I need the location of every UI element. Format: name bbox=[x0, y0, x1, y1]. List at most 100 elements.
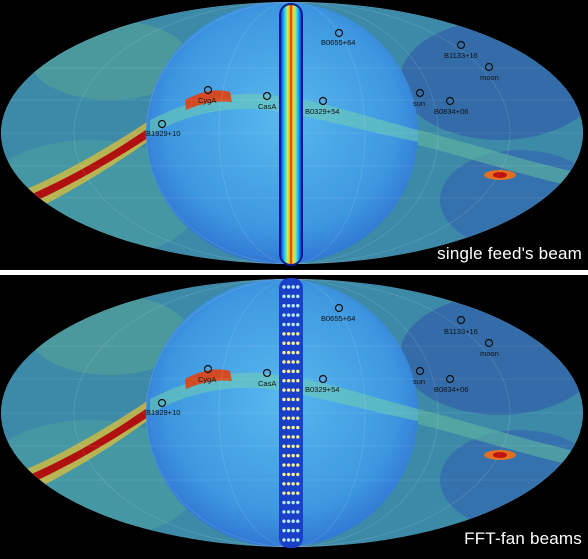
fan-beam-dot bbox=[296, 425, 300, 430]
source-label: B1929+10 bbox=[146, 129, 180, 138]
fan-beam-dot bbox=[286, 538, 291, 542]
source-label: B0329+54 bbox=[305, 385, 339, 394]
fan-beam-dot bbox=[286, 463, 291, 467]
fan-beam-dot bbox=[286, 416, 291, 420]
panel-caption: single feed's beam bbox=[437, 244, 582, 263]
fan-beam-dot bbox=[282, 285, 286, 289]
fan-beam-dot bbox=[296, 341, 300, 345]
fan-beam-dot bbox=[286, 350, 291, 355]
fan-beam-dot bbox=[286, 453, 291, 458]
fan-beam-dot bbox=[282, 388, 286, 392]
fan-beam-dot bbox=[282, 322, 286, 327]
fan-beam-dot bbox=[282, 407, 286, 411]
source-marker bbox=[334, 303, 344, 313]
fan-beam-dot bbox=[286, 397, 291, 402]
source-label: CygA bbox=[198, 96, 216, 105]
source-label: CasA bbox=[258, 379, 276, 388]
source-label: B0655+64 bbox=[321, 314, 355, 323]
fan-beam-dot bbox=[282, 350, 286, 355]
fan-beam-dot bbox=[296, 285, 300, 289]
fan-beam-dot bbox=[291, 397, 295, 402]
source-label: sun bbox=[413, 99, 425, 108]
fan-beam-dot bbox=[286, 332, 291, 336]
source-marker bbox=[262, 91, 272, 101]
fan-beam-dot bbox=[282, 538, 286, 542]
fan-beam-dot bbox=[282, 510, 286, 514]
fan-beam-dot bbox=[286, 285, 291, 289]
source-label: B0834+06 bbox=[434, 385, 468, 394]
panel-caption: FFT-fan beams bbox=[464, 529, 582, 548]
source-marker bbox=[203, 364, 213, 374]
source-marker bbox=[157, 119, 167, 129]
fan-beam-dot bbox=[296, 491, 300, 495]
fan-beam-dot bbox=[282, 341, 286, 345]
source-label: CasA bbox=[258, 102, 276, 111]
fan-beam-dot bbox=[296, 388, 300, 392]
fan-beam-dot bbox=[282, 379, 286, 383]
fan-beam-dot bbox=[291, 294, 295, 299]
fan-beam-dot bbox=[296, 407, 300, 411]
fan-beam-dot bbox=[282, 519, 286, 523]
fan-beam-dot bbox=[286, 491, 291, 495]
fan-beam-dot bbox=[291, 510, 295, 514]
fan-beam-dot bbox=[291, 491, 295, 495]
source-marker bbox=[445, 96, 455, 106]
source-label: B1133+16 bbox=[444, 51, 478, 60]
fan-beam-dot bbox=[286, 341, 291, 345]
fan-beam-dot bbox=[296, 304, 300, 308]
fan-beam-dot bbox=[291, 472, 295, 477]
fan-beam-dot bbox=[282, 313, 286, 317]
panel-divider bbox=[0, 270, 588, 275]
fan-beam-dot bbox=[291, 463, 295, 467]
fan-beam-dot bbox=[296, 453, 300, 458]
fan-beam-dot bbox=[291, 453, 295, 458]
fan-beam-dot bbox=[296, 332, 300, 336]
fan-beam-dot bbox=[296, 510, 300, 514]
source-label: B1929+10 bbox=[146, 408, 180, 417]
fan-beam-dot bbox=[296, 360, 300, 364]
fan-beam-dot bbox=[291, 313, 295, 317]
fan-beam-dot bbox=[286, 482, 291, 486]
fan-beam-dot bbox=[296, 500, 300, 505]
source-markers: B0655+64 B1133+16 moon CygA CasA B0329+5… bbox=[146, 28, 499, 138]
fan-beam-dot bbox=[286, 304, 291, 308]
fan-beam-dot bbox=[296, 322, 300, 327]
fan-beam-dot bbox=[296, 397, 300, 402]
fan-beam-dot bbox=[291, 360, 295, 364]
fan-beam-dot bbox=[291, 435, 295, 439]
fan-beam-dot bbox=[286, 425, 291, 430]
source-marker bbox=[415, 366, 425, 376]
fan-beam-dot bbox=[296, 350, 300, 355]
source-label: moon bbox=[480, 349, 499, 358]
fan-beam-dot bbox=[291, 416, 295, 420]
fan-beam-dot bbox=[291, 482, 295, 486]
fan-beam-dot bbox=[286, 388, 291, 392]
sky-map-single-feed: B0655+64 B1133+16 moon CygA CasA B0329+5… bbox=[1, 2, 583, 266]
fan-beam-dot bbox=[296, 538, 300, 542]
fan-beam-dot bbox=[296, 482, 300, 486]
fan-beam-dot bbox=[296, 519, 300, 523]
fan-beam-dot bbox=[296, 416, 300, 420]
source-label: sun bbox=[413, 377, 425, 386]
fan-beam-dot bbox=[296, 435, 300, 439]
fan-beam-dot bbox=[286, 519, 291, 523]
fft-fan-beams bbox=[279, 278, 303, 548]
source-marker bbox=[415, 88, 425, 98]
fan-beam-dot bbox=[282, 294, 286, 299]
fan-beam-dot bbox=[296, 313, 300, 317]
source-marker bbox=[484, 62, 494, 72]
fan-beam-dot bbox=[286, 369, 291, 374]
fan-beam-dot bbox=[282, 304, 286, 308]
fan-beam-dot bbox=[296, 294, 300, 299]
fan-beam-dot bbox=[291, 538, 295, 542]
fan-beam-dot bbox=[286, 313, 291, 317]
fan-beam-dot bbox=[282, 453, 286, 458]
fan-beam-dot bbox=[291, 341, 295, 345]
sky-map-fft-fan: B0655+64 B1133+16 moon CygA CasA B0329+5… bbox=[1, 278, 583, 548]
fan-beam-dot bbox=[291, 322, 295, 327]
source-marker bbox=[484, 338, 494, 348]
fan-beam-dot bbox=[286, 472, 291, 477]
source-label: B0834+06 bbox=[434, 107, 468, 116]
fan-beam-dot bbox=[282, 463, 286, 467]
source-marker bbox=[318, 96, 328, 106]
